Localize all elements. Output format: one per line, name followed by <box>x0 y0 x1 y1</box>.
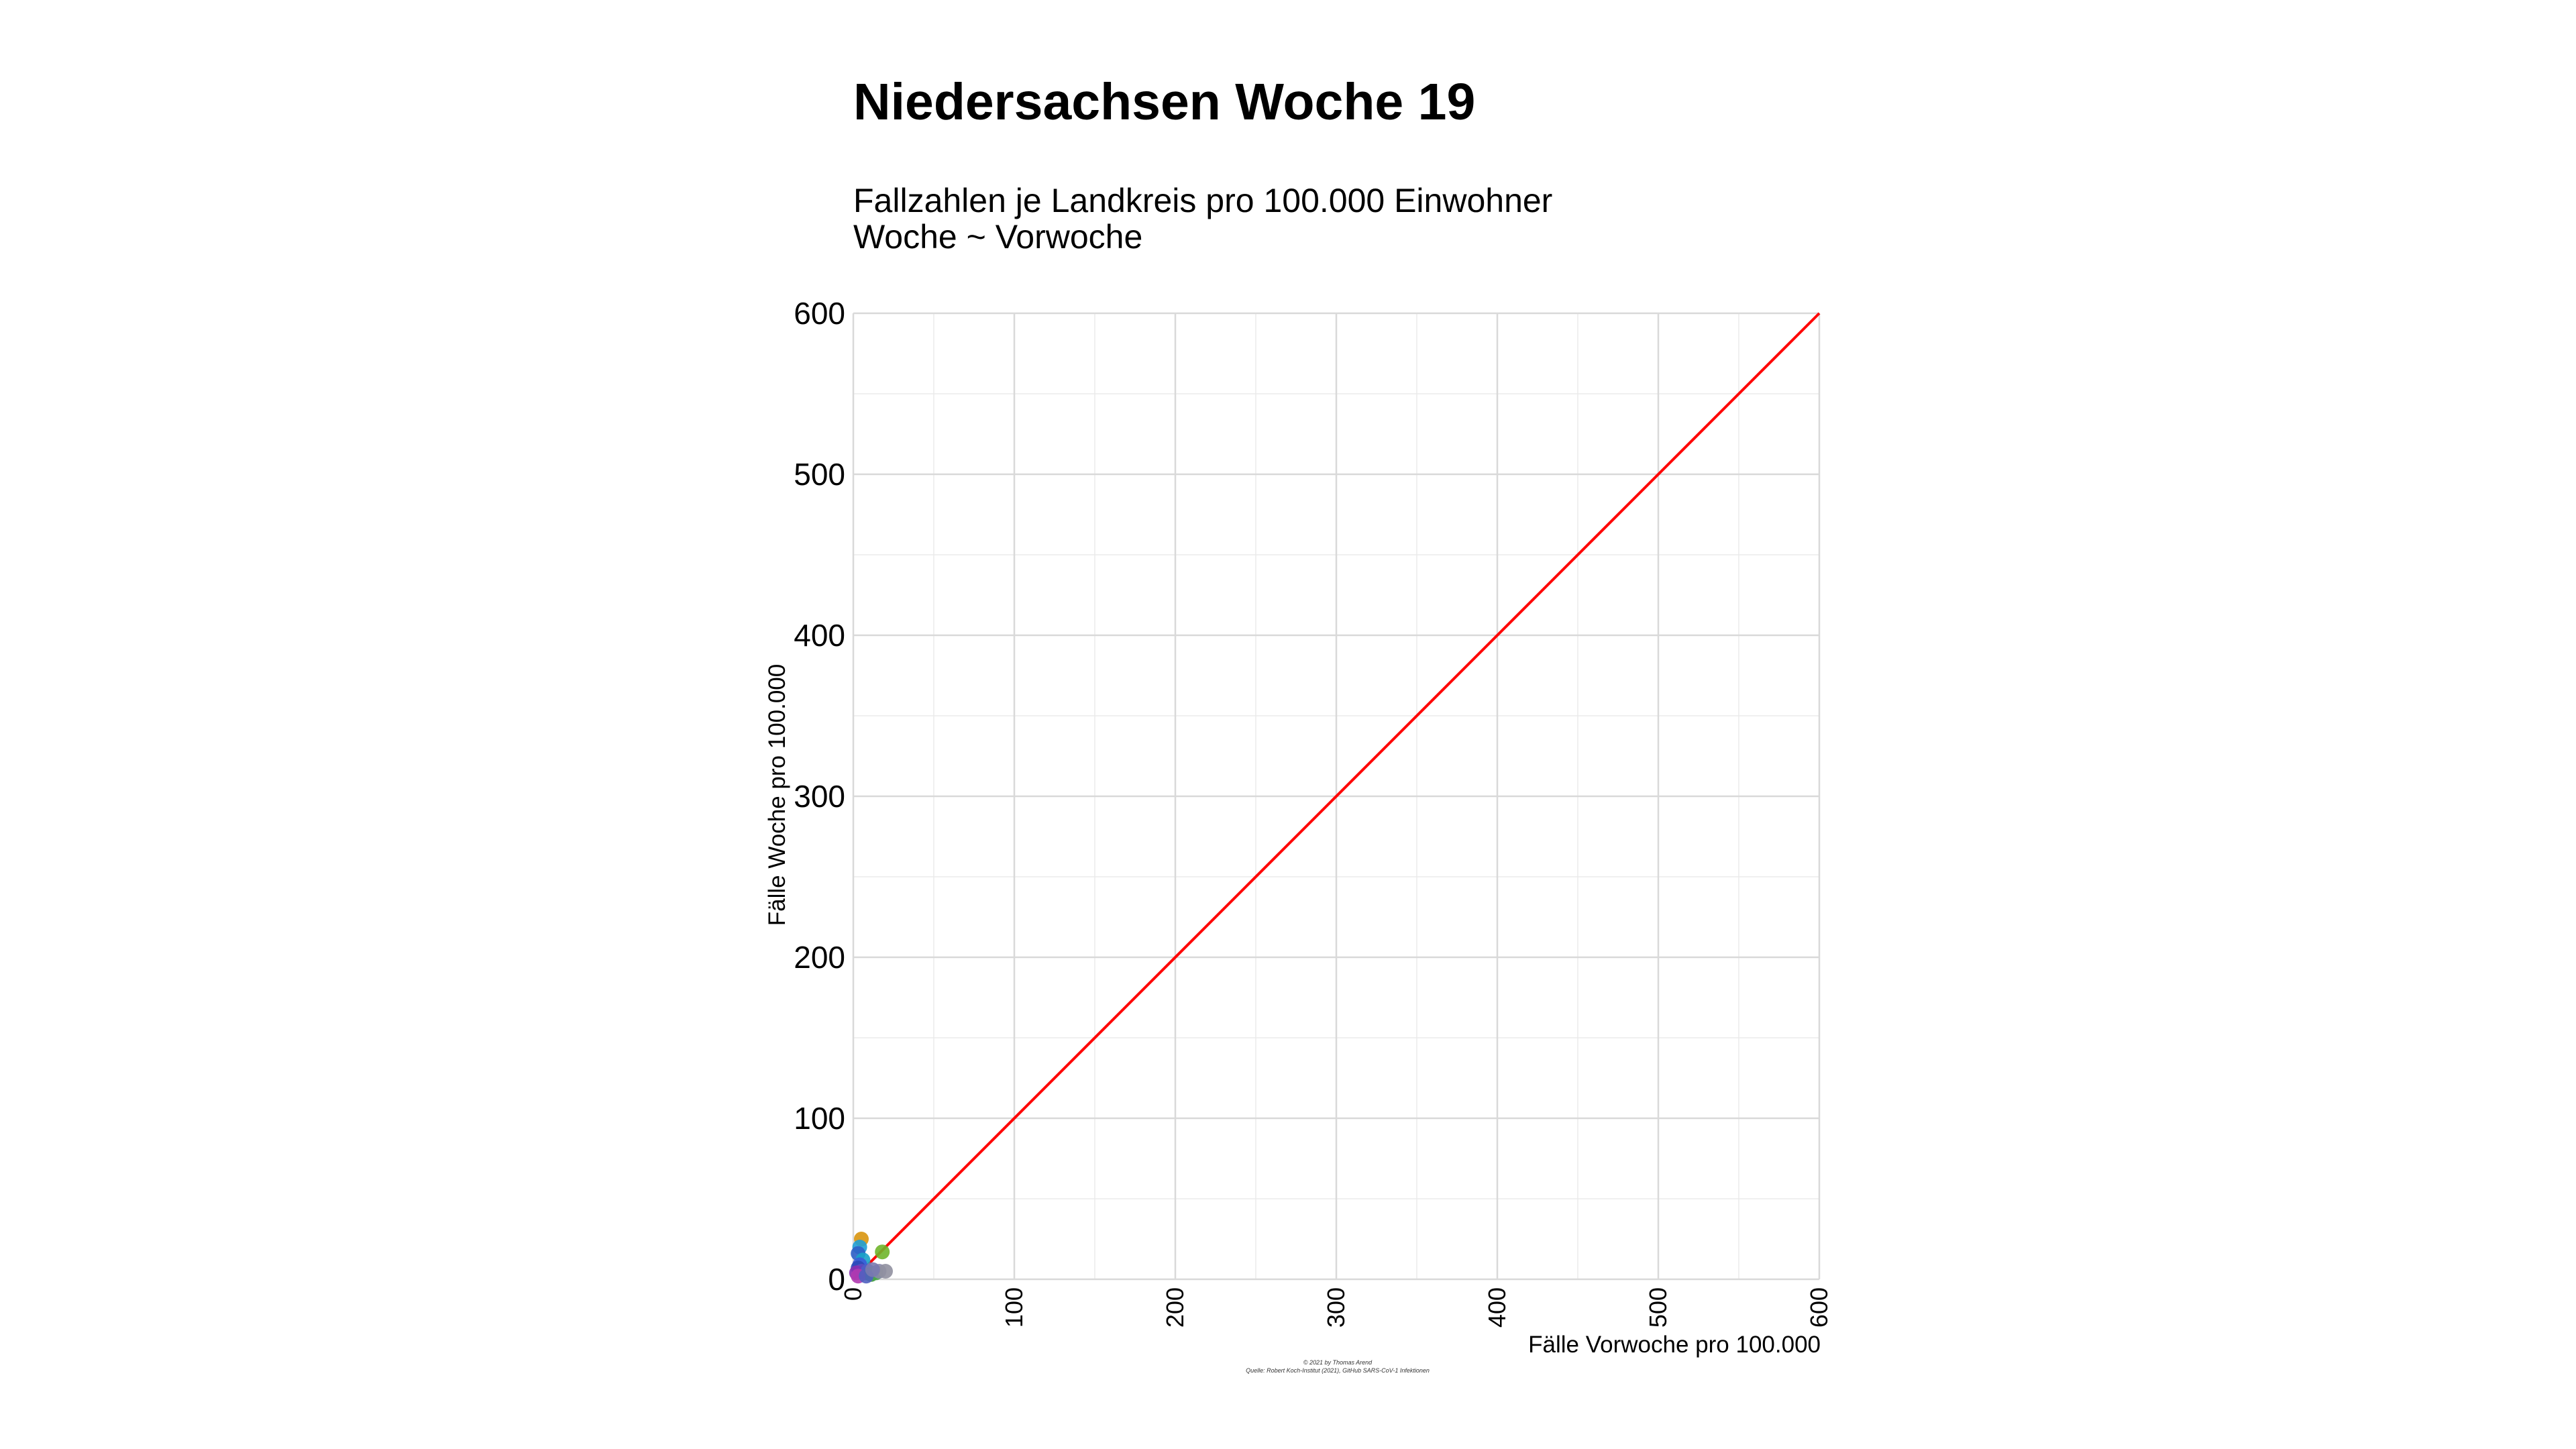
x-tick-label: 0 <box>839 1287 867 1301</box>
x-tick-label: 100 <box>1000 1287 1028 1328</box>
x-tick-label: 200 <box>1161 1287 1189 1328</box>
y-tick-label: 300 <box>794 779 845 814</box>
y-tick-label: 600 <box>794 296 845 331</box>
x-tick-labels: 0 100 200 300 400 500 600 <box>839 1287 1833 1328</box>
chart-title: Niedersachsen Woche 19 <box>853 73 1475 131</box>
y-tick-labels: 0 100 200 300 400 500 600 <box>794 296 845 1297</box>
x-tick-label: 300 <box>1322 1287 1350 1328</box>
data-point <box>875 1244 890 1260</box>
data-point <box>865 1262 880 1277</box>
caption-copyright: © 2021 by Thomas Arend <box>1303 1359 1373 1366</box>
chart-subtitle-line-1: Fallzahlen je Landkreis pro 100.000 Einw… <box>853 182 1552 219</box>
y-tick-label: 200 <box>794 940 845 975</box>
x-tick-label: 400 <box>1483 1287 1511 1328</box>
identity-line <box>852 312 1821 1281</box>
y-tick-label: 500 <box>794 457 845 492</box>
y-axis-title: Fälle Woche pro 100.000 <box>764 664 790 926</box>
y-tick-label: 100 <box>794 1101 845 1136</box>
x-tick-label: 600 <box>1805 1287 1833 1328</box>
data-points <box>849 1232 893 1284</box>
y-tick-label: 0 <box>828 1262 845 1297</box>
y-tick-label: 400 <box>794 618 845 653</box>
reference-line <box>852 312 1821 1281</box>
x-axis-title: Fälle Vorwoche pro 100.000 <box>1528 1332 1821 1358</box>
data-point <box>878 1264 893 1279</box>
chart-subtitle-line-2: Woche ~ Vorwoche <box>853 218 1142 256</box>
caption-source: Quelle: Robert Koch-Institut (2021), Git… <box>1246 1367 1430 1374</box>
x-tick-label: 500 <box>1644 1287 1672 1328</box>
